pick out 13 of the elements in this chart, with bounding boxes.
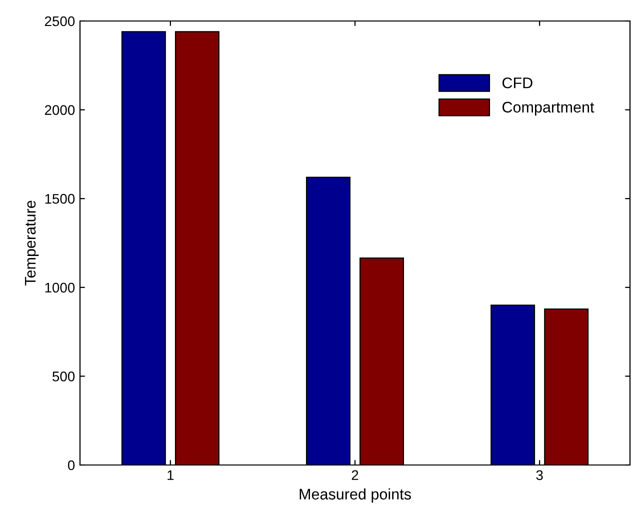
y-tick-label: 500 — [52, 372, 75, 382]
y-tick-label: 2000 — [44, 105, 75, 115]
x-tick-label: 1 — [168, 470, 174, 480]
x-axis-title: Measured points — [300, 488, 411, 503]
legend-label: Compartment — [502, 102, 594, 116]
y-tick-label: 1500 — [45, 194, 75, 204]
y-tick-label: 2500 — [44, 16, 75, 26]
y-tick-label: 0 — [68, 460, 75, 470]
x-tick-label: 3 — [536, 470, 543, 480]
y-axis-title: Temperature — [25, 200, 39, 286]
x-tick-label: 2 — [352, 470, 358, 480]
y-tick-label: 1000 — [45, 282, 75, 293]
legend-label: CFD — [502, 77, 532, 88]
